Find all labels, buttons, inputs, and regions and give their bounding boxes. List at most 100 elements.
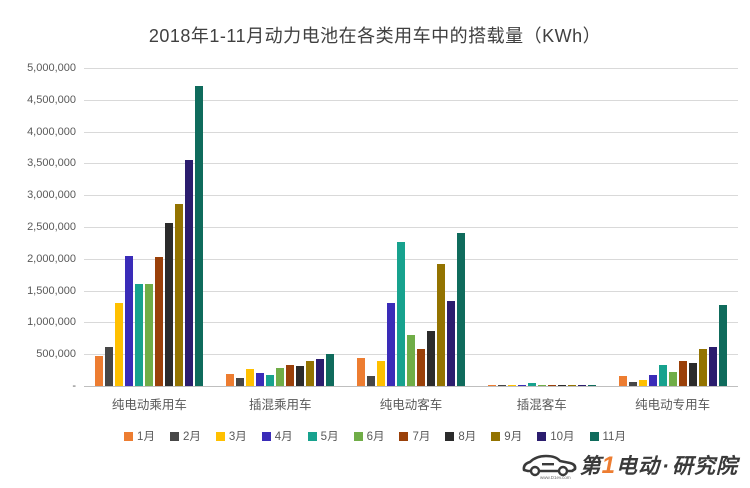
legend-label: 2月 xyxy=(182,431,201,443)
legend-item-1月: 1月 xyxy=(124,428,155,444)
bar-m7-c1 xyxy=(155,256,164,386)
x-axis-labels: 纯电动乘用车 插混乘用车 纯电动客车 插混客车 纯电动专用车 xyxy=(84,394,738,413)
y-tick-label: 1,500,000 xyxy=(27,284,76,297)
legend-swatch-icon xyxy=(169,431,179,441)
bar-m8-c3 xyxy=(426,331,435,386)
bar-m11-c1 xyxy=(195,85,204,386)
y-tick-label: 5,000,000 xyxy=(27,62,76,74)
legend-item-4月: 4月 xyxy=(261,428,293,444)
legend-label: 3月 xyxy=(228,431,247,443)
legend-swatch-icon xyxy=(589,431,599,441)
y-tick-label: 2,500,000 xyxy=(27,221,76,233)
bar-group-5 xyxy=(607,68,738,386)
bar-groups xyxy=(84,68,738,386)
gridline xyxy=(84,163,738,165)
bar-m5-c1 xyxy=(135,284,144,386)
gridline xyxy=(84,68,738,69)
bar-m2-c4 xyxy=(497,385,506,386)
legend-label: 5月 xyxy=(320,431,339,443)
bar-m9-c3 xyxy=(436,263,445,386)
x-axis-label-4: 插混客车 xyxy=(516,398,567,412)
y-tick-label: - xyxy=(72,380,76,392)
bar-m6-c2 xyxy=(276,367,285,386)
x-axis-label-5: 纯电动专用车 xyxy=(635,398,711,412)
legend-swatch-icon xyxy=(124,431,134,441)
bar-m1-c4 xyxy=(487,385,496,386)
bar-m1-c1 xyxy=(95,356,104,386)
bar-group-3 xyxy=(346,68,477,386)
gridline xyxy=(84,131,738,133)
legend-label: 7月 xyxy=(412,431,431,443)
bar-m4-c5 xyxy=(648,375,657,386)
bar-m4-c3 xyxy=(386,303,395,386)
gridline xyxy=(84,322,738,324)
bar-m3-c2 xyxy=(246,369,255,386)
bar-m9-c1 xyxy=(175,204,184,386)
legend-label: 6月 xyxy=(366,431,385,443)
bar-m9-c4 xyxy=(567,384,576,386)
y-tick-label: 3,500,000 xyxy=(27,157,76,170)
legend-label: 1月 xyxy=(137,431,155,443)
car-icon: www.D1ev.com xyxy=(522,454,577,480)
bar-m5-c2 xyxy=(266,374,275,386)
brand-url: www.D1ev.com xyxy=(540,475,571,480)
bar-m10-c3 xyxy=(446,301,455,386)
bar-m3-c4 xyxy=(507,384,516,386)
bar-group-4 xyxy=(476,68,607,386)
legend-swatch-icon xyxy=(307,431,317,441)
bar-m7-c4 xyxy=(547,384,556,386)
gridline xyxy=(84,195,738,197)
x-axis-label-1: 纯电动乘用车 xyxy=(111,398,187,412)
bar-m4-c2 xyxy=(256,373,265,386)
legend-item-2月: 2月 xyxy=(169,428,201,444)
bar-m4-c4 xyxy=(517,385,526,386)
x-axis-label-2: 插混乘用车 xyxy=(248,398,312,412)
legend-item-7月: 7月 xyxy=(399,428,430,444)
legend-item-8月: 8月 xyxy=(445,428,476,444)
legend-swatch-icon xyxy=(537,431,547,441)
legend-swatch-icon xyxy=(445,431,455,441)
bar-m2-c1 xyxy=(105,346,114,386)
bar-m2-c2 xyxy=(236,377,245,386)
y-tick-label: 500,000 xyxy=(36,348,76,361)
bar-m6-c5 xyxy=(668,372,677,386)
legend-label: 8月 xyxy=(458,431,477,443)
legend-swatch-icon xyxy=(215,431,225,441)
bar-m1-c3 xyxy=(356,358,365,386)
bar-m7-c5 xyxy=(678,360,687,386)
bar-m3-c3 xyxy=(376,360,385,386)
y-tick-label: 3,000,000 xyxy=(27,189,76,202)
legend-swatch-icon xyxy=(353,431,363,441)
bar-m11-c2 xyxy=(326,353,335,386)
legend-swatch-icon xyxy=(491,431,501,441)
bar-m1-c5 xyxy=(618,375,627,386)
plot-area xyxy=(84,68,738,387)
bar-m8-c2 xyxy=(296,365,305,386)
legend-label: 9月 xyxy=(504,431,523,443)
bar-m11-c5 xyxy=(718,304,727,386)
bar-m6-c4 xyxy=(537,384,546,386)
bar-m8-c4 xyxy=(557,385,566,386)
bar-m9-c2 xyxy=(306,361,315,386)
legend: 1月 2月 3月 4月 5月 6月 7月 8月 9月 10月 11月 xyxy=(0,428,750,444)
bar-m7-c3 xyxy=(416,349,425,386)
y-tick-label: 2,000,000 xyxy=(27,252,76,265)
bar-m11-c4 xyxy=(587,384,596,386)
bar-m10-c1 xyxy=(185,160,194,386)
legend-item-11月: 11月 xyxy=(589,428,626,444)
legend-item-3月: 3月 xyxy=(215,428,247,444)
bar-m10-c2 xyxy=(316,358,325,386)
legend-item-10月: 10月 xyxy=(537,428,575,444)
bar-m2-c5 xyxy=(628,382,637,386)
bar-m5-c4 xyxy=(527,383,536,386)
bar-m4-c1 xyxy=(125,255,134,386)
gridline xyxy=(84,99,738,101)
chart-title: 2018年1-11月动力电池在各类用车中的搭载量（KWh） xyxy=(148,26,602,46)
brand-text: 第1电动·研究院 xyxy=(579,452,738,479)
bar-m3-c1 xyxy=(115,303,124,386)
bar-m5-c3 xyxy=(396,242,405,386)
bar-m8-c1 xyxy=(165,222,174,386)
bar-m3-c5 xyxy=(638,380,647,386)
brand-separator: · xyxy=(662,455,670,478)
bar-m2-c3 xyxy=(366,376,375,386)
